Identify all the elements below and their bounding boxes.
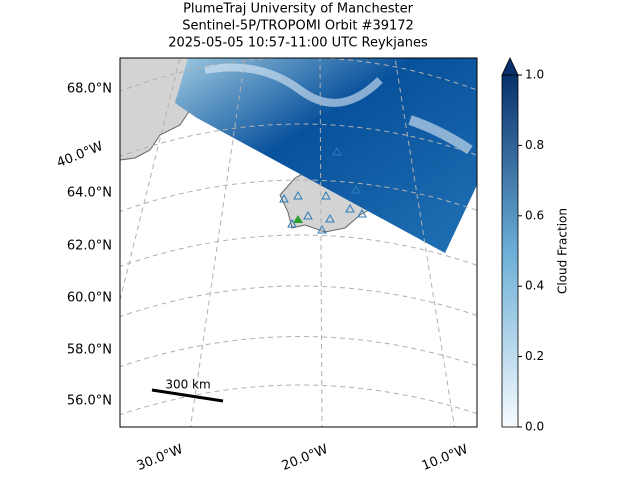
scale-bar: [151, 388, 224, 403]
lat-label: 56.0°N: [67, 394, 112, 409]
colorbar-tick-label: 0.8: [525, 138, 544, 152]
volcano-markers: [279, 146, 367, 234]
graticule: [120, 58, 181, 301]
satellite-swath: [175, 58, 477, 253]
colorbar-tick-label: 0.0: [525, 420, 544, 434]
map: 300 km: [120, 58, 477, 427]
lat-label: 60.0°N: [67, 291, 112, 306]
colorbar-tick-label: 1.0: [525, 68, 544, 82]
lon-label: 10.0°W: [420, 442, 471, 474]
lon-label: 40.0°W: [55, 139, 106, 171]
colorbar-extend: [501, 57, 519, 76]
lat-label: 64.0°N: [67, 186, 112, 201]
lat-label: 68.0°N: [67, 82, 112, 97]
scale-bar-label: 300 km: [165, 378, 210, 392]
graticule: [120, 179, 477, 213]
colorbar-label: Cloud Fraction: [556, 208, 570, 294]
colorbar-tick-label: 0.4: [525, 279, 544, 293]
colorbar: [501, 74, 519, 428]
graticule: [120, 234, 477, 268]
lon-label: 30.0°W: [135, 442, 186, 474]
map-frame: [119, 57, 478, 428]
graticule: [120, 123, 477, 157]
lon-label: 20.0°W: [280, 442, 331, 474]
title-line: Sentinel-5P/TROPOMI Orbit #39172: [182, 19, 414, 34]
title-line: 2025-05-05 10:57-11:00 UTC Reykjanes: [168, 36, 428, 51]
cloud-streak: [204, 63, 383, 107]
graticule: [120, 58, 477, 92]
colorbar-tick-label: 0.6: [525, 208, 544, 222]
graticule: [120, 336, 477, 368]
colorbar-tick-label: 0.2: [525, 349, 544, 363]
graticule: [120, 285, 477, 318]
target-volcano: [293, 215, 303, 223]
lat-label: 58.0°N: [67, 343, 112, 358]
cloud-streak: [408, 115, 473, 155]
lat-label: 62.0°N: [67, 239, 112, 254]
graticule: [120, 384, 477, 416]
title-line: PlumeTraj University of Manchester: [183, 2, 413, 17]
graticule: [319, 58, 323, 427]
